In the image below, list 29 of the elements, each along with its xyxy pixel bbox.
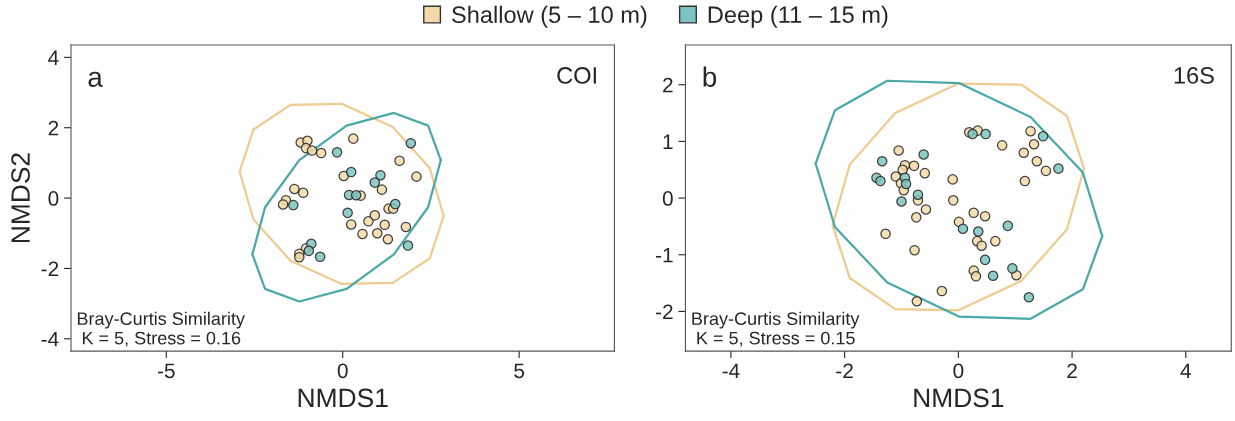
annotation: Bray-Curtis Similarity K = 5, Stress = 0.16	[77, 311, 245, 347]
y-tick-label: 2	[48, 120, 59, 136]
y-tick-label: 0	[662, 191, 673, 206]
x-axis-title: NMDS1	[298, 388, 388, 408]
x-tick-label: 0	[337, 363, 348, 379]
x-tick-label: -4	[722, 363, 740, 379]
x-tick-label: 0	[953, 363, 964, 379]
legend-label: Shallow (5 – 10 m)	[452, 5, 647, 28]
x-tick-label: -2	[836, 363, 853, 379]
x-tick-label: 4	[1180, 363, 1191, 379]
y-tick-label: -2	[656, 304, 673, 319]
annotation: 16S	[1174, 67, 1214, 84]
x-tick-label: 5	[514, 363, 525, 379]
annotation: COI	[557, 67, 596, 84]
y-tick-label: -2	[41, 261, 59, 276]
y-tick-label: 1	[663, 134, 673, 149]
y-tick-label: 4	[48, 50, 59, 65]
x-axis-title: NMDS1	[914, 388, 1004, 408]
y-tick-label: -4	[41, 332, 59, 347]
y-tick-label: 0	[48, 191, 59, 206]
legend-label: Deep (11 – 15 m)	[708, 5, 888, 28]
x-tick-label: 2	[1067, 363, 1077, 379]
annotation: Bray-Curtis Similarity K = 5, Stress = 0.15	[692, 311, 860, 347]
annotation: b	[703, 66, 717, 87]
annotation: a	[88, 71, 103, 87]
y-tick-label: 2	[663, 77, 673, 93]
y-axis-title: NMDS2	[11, 153, 30, 243]
y-tick-label: -1	[656, 247, 673, 263]
x-tick-label: -5	[157, 363, 175, 379]
